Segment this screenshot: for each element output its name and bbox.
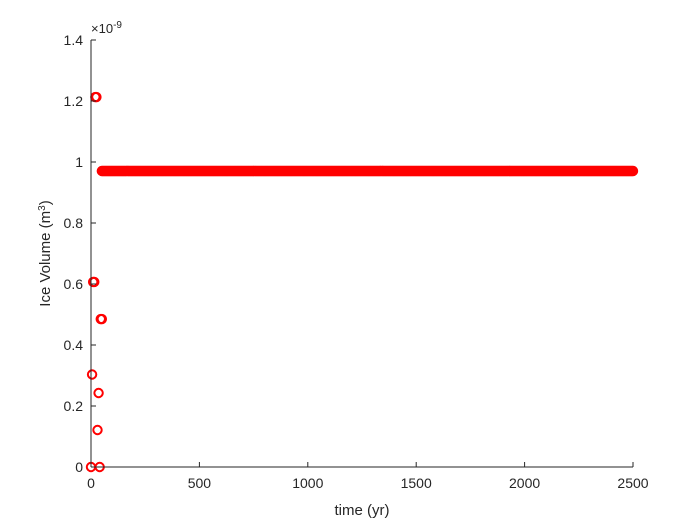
x-tick-label: 500 — [188, 475, 212, 491]
axes — [90, 40, 633, 468]
data-point — [96, 313, 108, 325]
y-axis-exponent-base: ×10 — [91, 21, 113, 36]
data-point — [92, 424, 103, 436]
data-point — [627, 165, 639, 177]
y-axis-label: Ice Volume (m3) — [37, 200, 55, 306]
y-axis-label-main: Ice Volume (m — [37, 211, 54, 307]
x-tick-label: 2500 — [617, 475, 648, 491]
y-axis-exponent: ×10-9 — [91, 20, 122, 37]
x-axis-ticks: 0 500 1000 1500 2000 2500 — [87, 462, 649, 491]
y-axis-exponent-power: -9 — [113, 20, 122, 31]
y-tick-label: 0.2 — [64, 398, 84, 414]
x-axis-label: time (yr) — [335, 502, 390, 519]
y-tick-label: 1 — [75, 154, 83, 170]
y-axis-ticks: 0 0.2 0.4 0.6 0.8 1 1.2 1.4 — [64, 32, 96, 475]
x-tick-label: 1000 — [292, 475, 323, 491]
x-tick-label: 1500 — [401, 475, 432, 491]
data-point — [91, 91, 102, 103]
data-point — [93, 387, 104, 399]
data-markers — [85, 91, 639, 473]
x-tick-label: 0 — [87, 475, 95, 491]
y-tick-label: 0.4 — [64, 337, 84, 353]
x-tick-label: 2000 — [509, 475, 540, 491]
y-tick-label: 1.2 — [64, 93, 84, 109]
data-point — [86, 369, 98, 380]
data-point — [89, 276, 100, 288]
y-axis-label-close: ) — [37, 200, 54, 205]
y-tick-label: 0.8 — [64, 215, 84, 231]
y-tick-label: 1.4 — [64, 32, 84, 48]
y-tick-label: 0 — [75, 459, 83, 475]
y-axis-label-superscript: 3 — [37, 205, 48, 211]
y-tick-label: 0.6 — [64, 276, 84, 292]
